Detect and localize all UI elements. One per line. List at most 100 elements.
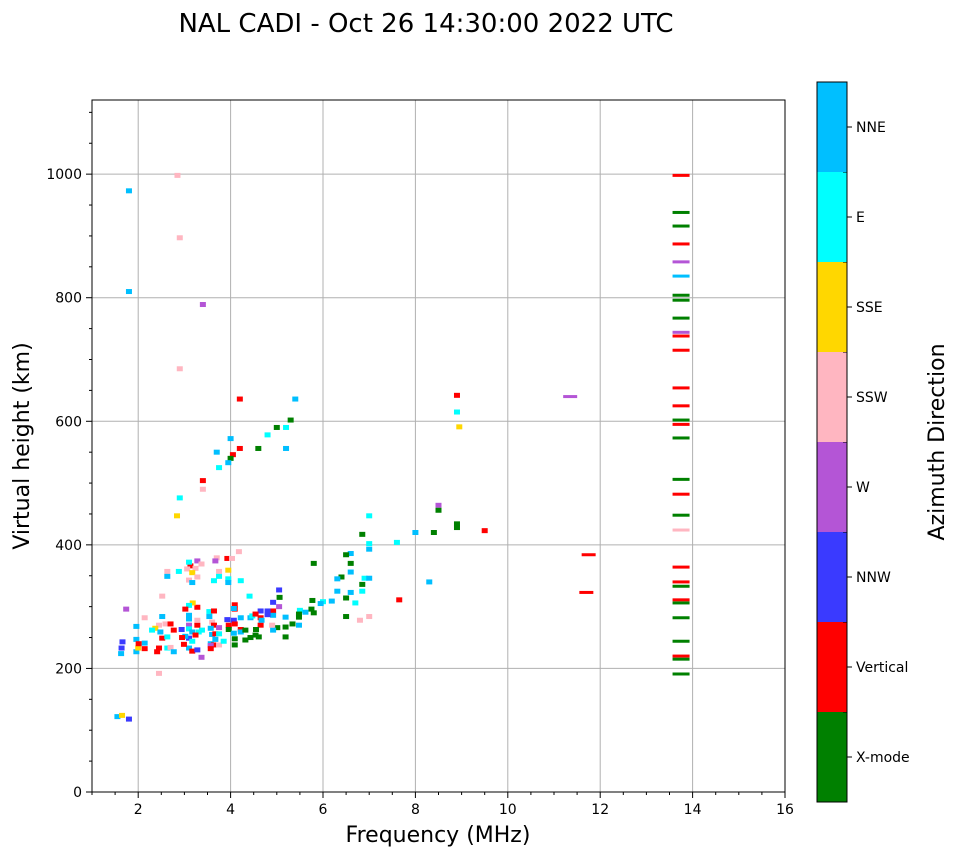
data-point-e: [195, 629, 202, 635]
data-point-e: [361, 575, 368, 581]
data-point-ssw: [209, 619, 216, 625]
data-point-vertical: [187, 563, 194, 569]
data-point-nne: [347, 589, 354, 595]
data-point-w: [207, 643, 214, 649]
data-point-x-mode: [359, 531, 366, 537]
data-point-x-mode: [282, 634, 289, 640]
data-point-vertical: [672, 598, 690, 602]
data-point-nne: [207, 625, 214, 631]
data-point-ssw: [186, 577, 193, 583]
data-point-nne: [334, 588, 341, 594]
data-point-nne: [213, 449, 220, 455]
data-point-x-mode: [231, 642, 238, 648]
data-point-w: [212, 558, 219, 564]
y-tick-label: 200: [55, 661, 82, 677]
data-point-x-mode: [343, 595, 350, 601]
data-point-nnw: [186, 635, 193, 641]
data-point-ssw: [194, 574, 201, 580]
data-points: [114, 172, 690, 722]
data-point-w: [186, 622, 193, 628]
data-point-ssw: [269, 622, 276, 628]
data-point-nne: [189, 629, 196, 635]
data-point-e: [216, 631, 223, 637]
data-point-vertical: [207, 646, 214, 652]
data-point-vertical: [672, 492, 690, 496]
data-point-nne: [159, 614, 166, 620]
data-point-nne: [237, 629, 244, 635]
data-point-x-mode: [343, 552, 350, 558]
data-point-vertical: [229, 452, 236, 458]
data-point-x-mode: [252, 632, 259, 638]
data-point-e: [359, 588, 366, 594]
data-point-nne: [282, 614, 289, 620]
colorbar-tick-label: NNW: [856, 570, 891, 586]
data-point-x-mode: [347, 560, 354, 566]
data-point-nne: [186, 612, 193, 618]
data-point-x-mode: [435, 507, 442, 513]
data-point-x-mode: [289, 621, 296, 627]
data-point-nne: [347, 569, 354, 575]
x-tick-label: 8: [411, 802, 420, 818]
data-point-w: [198, 654, 205, 660]
colorbar-frame: [816, 81, 848, 803]
plot-frame: [91, 99, 786, 793]
data-point-ssw: [164, 568, 171, 574]
data-point-nne: [258, 617, 265, 623]
data-point-ssw: [176, 235, 183, 241]
data-point-vertical: [236, 445, 243, 451]
x-axis-label: Frequency (MHz): [346, 823, 531, 848]
data-point-nnw: [264, 612, 271, 618]
data-point-nne: [237, 615, 244, 621]
data-point-vertical: [192, 632, 199, 638]
data-point-e: [186, 559, 193, 565]
data-point-x-mode: [672, 584, 690, 588]
data-point-vertical: [159, 635, 166, 641]
data-point-vertical: [210, 642, 217, 648]
data-point-ssw: [174, 172, 181, 178]
data-point-x-mode: [672, 210, 690, 214]
data-point-nne: [186, 616, 193, 622]
colorbar-label: Azimuth Direction: [925, 343, 950, 540]
colorbar-tick-label: SSW: [856, 390, 888, 406]
data-point-e: [210, 578, 217, 584]
data-point-nne: [230, 630, 237, 636]
data-point-sse: [119, 712, 126, 718]
data-point-x-mode: [247, 635, 254, 641]
data-point-x-mode: [231, 636, 238, 642]
data-point-ssw: [176, 366, 183, 372]
colorbar-segment-nne: [817, 82, 847, 172]
data-point-x-mode: [310, 560, 317, 566]
data-point-nne: [206, 614, 213, 620]
data-point-x-mode: [274, 625, 281, 631]
data-point-nne: [125, 289, 132, 295]
colorbar-segment-x-mode: [817, 712, 847, 802]
data-point-w: [276, 604, 283, 610]
data-point-vertical: [672, 334, 690, 338]
data-point-ssw: [213, 555, 220, 561]
data-point-x-mode: [672, 672, 690, 676]
data-point-x-mode: [287, 417, 294, 423]
data-point-vertical: [672, 386, 690, 390]
data-point-ssw: [198, 561, 205, 567]
data-point-nne: [426, 579, 433, 585]
data-point-nne: [295, 622, 302, 628]
colorbar-segment-ssw: [817, 352, 847, 442]
data-point-vertical: [672, 565, 690, 569]
x-tick-label: 4: [226, 802, 235, 818]
data-point-e: [366, 541, 373, 547]
data-point-nne: [133, 623, 140, 629]
data-point-ssw: [184, 566, 191, 572]
data-point-e: [198, 627, 205, 633]
data-point-e: [296, 607, 303, 613]
data-point-nne: [347, 551, 354, 557]
colorbar-segment-sse: [817, 262, 847, 352]
colorbar-tick-label: X-mode: [856, 750, 910, 766]
data-point-x-mode: [672, 436, 690, 440]
data-point-vertical: [231, 621, 238, 627]
x-tick-label: 6: [319, 802, 328, 818]
data-point-vertical: [224, 555, 231, 561]
data-point-ssw: [199, 486, 206, 492]
x-tick-label: 2: [134, 802, 143, 818]
data-point-x-mode: [273, 424, 280, 430]
data-point-vertical: [212, 631, 219, 637]
